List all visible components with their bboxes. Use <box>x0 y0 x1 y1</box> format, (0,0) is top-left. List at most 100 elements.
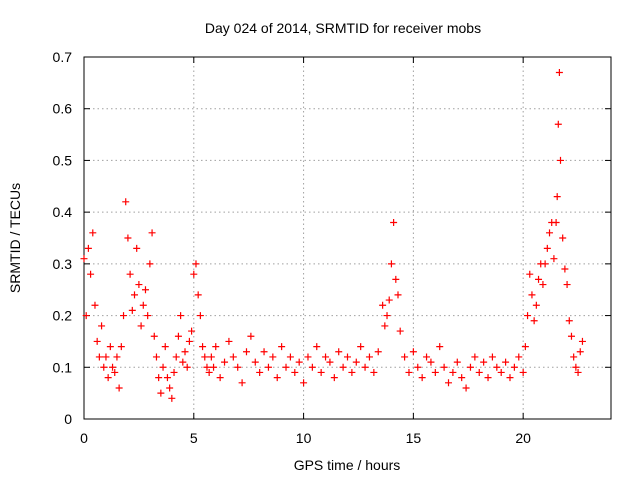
data-point <box>133 244 141 252</box>
y-tick-label: 0.3 <box>53 256 73 272</box>
y-axis-label: SRMTID / TECUs <box>7 183 23 293</box>
data-point <box>135 281 143 289</box>
data-point <box>247 332 255 340</box>
data-point <box>387 260 395 268</box>
data-point <box>559 234 567 242</box>
data-point <box>148 229 156 237</box>
data-point <box>524 312 532 320</box>
data-point <box>390 218 398 226</box>
y-tick-label: 0.4 <box>53 204 73 220</box>
data-point <box>515 353 523 361</box>
data-point <box>322 353 330 361</box>
data-point <box>532 301 540 309</box>
data-point <box>458 374 466 382</box>
data-point <box>286 353 294 361</box>
plot-frame <box>83 56 612 420</box>
data-point <box>89 229 97 237</box>
data-point <box>87 270 95 278</box>
data-point <box>115 384 123 392</box>
y-tick-label: 0.1 <box>53 359 73 375</box>
data-point <box>82 312 90 320</box>
data-point <box>488 353 496 361</box>
data-point <box>183 363 191 371</box>
data-point <box>161 343 169 351</box>
data-point <box>535 275 543 283</box>
data-point <box>216 374 224 382</box>
data-point <box>91 301 99 309</box>
data-point <box>335 348 343 356</box>
data-point <box>199 343 207 351</box>
data-point <box>102 353 110 361</box>
y-axis: 0 0.1 0.2 0.3 0.4 0.5 0.6 0.7 <box>53 49 611 427</box>
data-point <box>326 358 334 366</box>
data-point <box>497 368 505 376</box>
data-point <box>574 368 582 376</box>
data-point <box>361 363 369 371</box>
data-point <box>146 260 154 268</box>
x-tick-label: 20 <box>515 430 531 446</box>
data-point <box>150 332 158 340</box>
data-point <box>100 363 108 371</box>
x-axis: 0 5 10 15 20 <box>80 57 531 446</box>
data-point <box>251 358 259 366</box>
x-tick-label: 5 <box>190 430 198 446</box>
x-tick-label: 15 <box>406 430 422 446</box>
data-point <box>543 244 551 252</box>
data-point <box>295 358 303 366</box>
y-tick-label: 0 <box>64 411 72 427</box>
data-point <box>510 363 518 371</box>
data-point <box>401 353 409 361</box>
data-point <box>269 353 277 361</box>
data-point <box>344 353 351 361</box>
data-point <box>357 343 365 351</box>
data-point <box>181 348 189 356</box>
data-point <box>348 368 356 376</box>
data-point <box>242 348 250 356</box>
data-point <box>365 353 373 361</box>
data-point <box>480 358 488 366</box>
data-point <box>453 358 461 366</box>
data-point <box>546 229 554 237</box>
data-point <box>383 312 391 320</box>
data-point <box>445 379 453 387</box>
data-point <box>221 358 229 366</box>
data-point <box>530 317 538 325</box>
data-point <box>561 265 569 273</box>
data-point <box>553 193 561 201</box>
data-point <box>260 348 268 356</box>
y-tick-label: 0.7 <box>53 49 73 65</box>
data-point <box>466 363 474 371</box>
data-point <box>313 343 321 351</box>
data-point <box>291 368 299 376</box>
data-point <box>141 286 149 294</box>
data-point <box>264 363 272 371</box>
data-point <box>159 363 167 371</box>
data-point <box>210 363 218 371</box>
data-point <box>493 363 501 371</box>
data-point <box>172 353 180 361</box>
data-point <box>109 363 117 371</box>
data-point <box>95 353 103 361</box>
data-point <box>418 374 426 382</box>
data-point <box>308 363 316 371</box>
data-point <box>330 374 338 382</box>
data-points <box>80 69 586 402</box>
data-point <box>427 358 435 366</box>
data-point <box>104 374 112 382</box>
data-point <box>565 317 573 325</box>
data-point <box>414 363 422 371</box>
data-point <box>225 337 233 345</box>
data-point <box>572 363 580 371</box>
data-point <box>304 353 312 361</box>
data-point <box>177 312 185 320</box>
data-point <box>113 353 121 361</box>
x-axis-label: GPS time / hours <box>294 457 401 473</box>
data-point <box>519 368 527 376</box>
data-point <box>370 368 378 376</box>
data-point <box>282 363 290 371</box>
data-point <box>212 343 220 351</box>
data-point <box>144 312 152 320</box>
data-point <box>576 348 584 356</box>
data-point <box>381 322 389 330</box>
